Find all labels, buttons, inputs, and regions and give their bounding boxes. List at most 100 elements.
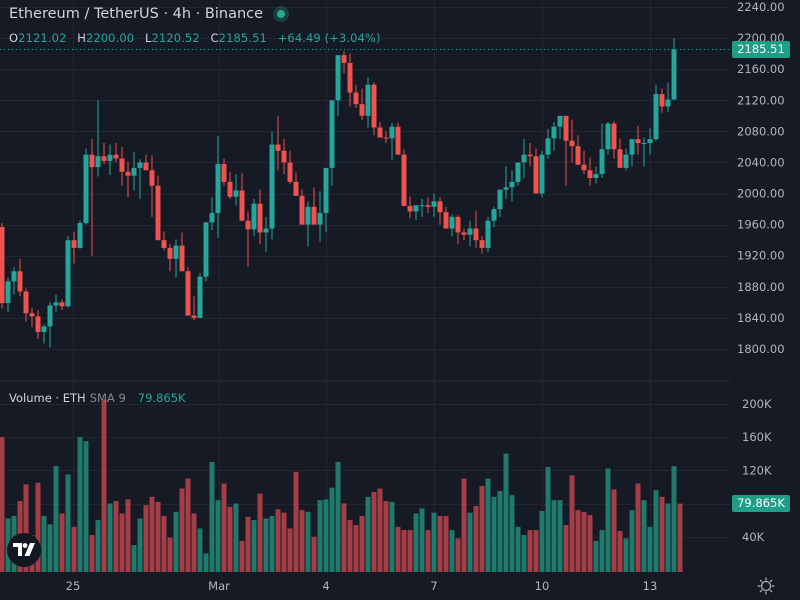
candle: [149, 170, 155, 186]
volume-bar: [191, 513, 197, 572]
candle: [221, 164, 227, 182]
volume-bar: [635, 483, 641, 572]
volume-bar: [125, 499, 131, 572]
candle: [395, 126, 401, 155]
candle: [311, 206, 317, 225]
candle: [227, 181, 233, 197]
candle: [629, 139, 635, 155]
candle: [41, 326, 47, 332]
candle: [263, 228, 269, 233]
candle: [509, 181, 515, 188]
candle: [71, 240, 77, 248]
volume-bar: [323, 499, 329, 572]
last-price-tag: 2185.51: [732, 41, 790, 58]
volume-bar: [209, 461, 215, 572]
candle: [491, 209, 497, 221]
volume-bar: [377, 488, 383, 572]
volume-bar: [485, 478, 491, 572]
time-axis-background: [0, 573, 800, 600]
volume-bar: [203, 553, 209, 572]
candle: [599, 149, 605, 175]
settings-gear-icon[interactable]: [757, 577, 775, 595]
volume-bar: [71, 526, 77, 572]
volume-bar: [611, 489, 617, 572]
volume-bar: [311, 536, 317, 572]
candle: [11, 271, 17, 282]
tradingview-logo[interactable]: [7, 533, 41, 567]
volume-bar: [623, 538, 629, 572]
time-tick-label: 4: [322, 579, 329, 593]
volume-bar: [359, 515, 365, 572]
price-tick-label: 2040.00: [737, 155, 785, 169]
change-value: +64.49 (+3.04%): [277, 31, 381, 45]
candle: [257, 203, 263, 233]
price-axis[interactable]: 2240.002200.002160.002120.002080.002040.…: [737, 0, 785, 356]
candle: [209, 212, 215, 223]
candle: [137, 162, 143, 168]
market-status-icon[interactable]: [277, 10, 286, 18]
volume-bar: [581, 511, 587, 572]
volume-bar: [35, 482, 41, 572]
volume-bar: [533, 530, 539, 572]
volume-bar: [53, 466, 59, 572]
candle: [173, 245, 179, 259]
candle: [557, 115, 563, 127]
volume-axis[interactable]: 200K 160K 120K 40K: [742, 397, 772, 544]
volume-bar: [275, 509, 281, 572]
candle: [0, 226, 5, 304]
price-tick-label: 2120.00: [737, 93, 785, 107]
candle: [119, 158, 125, 172]
volume-bar: [569, 475, 575, 572]
open-label: O: [9, 31, 19, 45]
volume-bar: [227, 506, 233, 572]
volume-bar: [179, 488, 185, 572]
candle: [371, 84, 377, 128]
candle: [185, 271, 191, 316]
volume-bar: [515, 526, 521, 572]
candle: [635, 139, 641, 144]
symbol-title[interactable]: Ethereum / TetherUS · 4h · Binance: [9, 6, 264, 22]
volume-bar: [545, 466, 551, 572]
volume-bar: [155, 501, 161, 572]
volume-bar: [221, 483, 227, 572]
low-value: 2120.52: [151, 31, 200, 45]
candle: [623, 154, 629, 168]
volume-bar: [617, 530, 623, 572]
candle: [239, 190, 245, 221]
volume-bar: [215, 500, 221, 572]
volume-bar: [521, 535, 527, 572]
tradingview-logo-icon: [13, 543, 35, 556]
volume-bar: [593, 540, 599, 572]
candle: [179, 245, 185, 272]
volume-bar: [149, 496, 155, 572]
candle: [161, 240, 167, 248]
candle: [365, 84, 371, 116]
time-axis[interactable]: 25 Mar 4 7 10 13: [66, 579, 658, 593]
volume-bar: [137, 518, 143, 572]
candle: [77, 223, 83, 248]
candle: [29, 313, 35, 317]
candle: [533, 156, 539, 194]
volume-bar: [503, 453, 509, 572]
close-value: 2185.51: [218, 31, 267, 45]
candle: [131, 167, 137, 176]
candle: [353, 92, 359, 105]
candle: [203, 222, 209, 277]
volume-bar: [413, 513, 419, 572]
volume-bar: [371, 491, 377, 572]
volume-legend[interactable]: Volume · ETH SMA 9 79.865K: [9, 391, 186, 405]
price-tick-label: 1880.00: [737, 280, 785, 294]
candle: [653, 94, 659, 140]
volume-bar: [257, 493, 263, 572]
volume-bar: [245, 516, 251, 572]
candle: [503, 187, 509, 190]
symbol-header[interactable]: Ethereum / TetherUS · 4h · Binance: [9, 6, 286, 22]
candle: [671, 49, 677, 100]
candle: [269, 144, 275, 229]
volume-bar: [443, 515, 449, 572]
volume-value: 79.865K: [137, 391, 186, 405]
candle: [155, 185, 161, 241]
candle: [407, 205, 413, 212]
candle: [329, 100, 335, 168]
